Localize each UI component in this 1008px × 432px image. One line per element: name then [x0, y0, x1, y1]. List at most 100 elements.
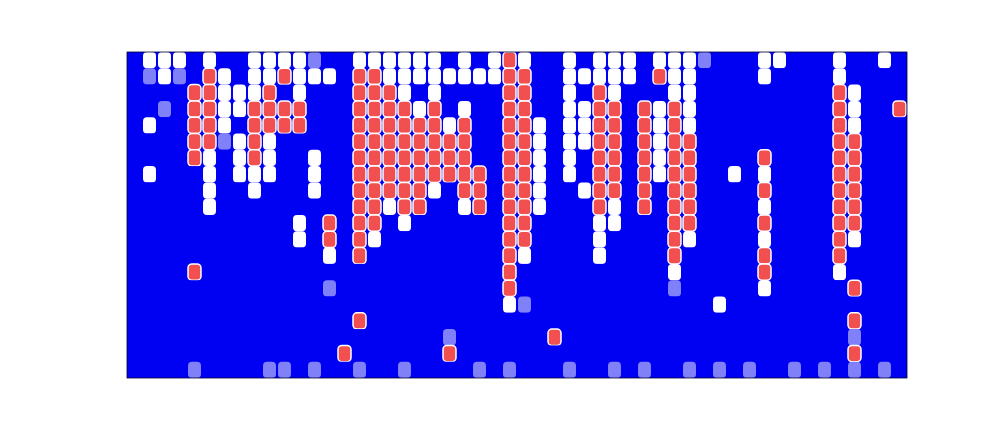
heatmap-cell [683, 199, 696, 215]
heatmap-cell [727, 297, 742, 313]
heatmap-cell [712, 264, 727, 280]
heatmap-cell [247, 313, 262, 329]
heatmap-cell [892, 52, 907, 68]
heatmap-cell [368, 117, 381, 133]
heatmap-cell [368, 166, 381, 182]
heatmap-cell [833, 182, 846, 198]
heatmap-cell [367, 280, 382, 296]
heatmap-cell [487, 345, 502, 361]
heatmap-cell [232, 362, 247, 378]
heatmap-cell [668, 150, 681, 166]
heatmap-cell [367, 362, 382, 378]
heatmap-cell [428, 68, 441, 84]
heatmap-cell [563, 134, 576, 150]
heatmap-cell [562, 199, 577, 215]
heatmap-cell [817, 68, 832, 84]
heatmap-cell [727, 345, 742, 361]
heatmap-cell [262, 297, 277, 313]
heatmap-cell [217, 52, 232, 68]
heatmap-cell [727, 134, 742, 150]
heatmap-cell [278, 68, 291, 84]
heatmap-cell [577, 297, 592, 313]
heatmap-cell [877, 182, 892, 198]
heatmap-cell [397, 264, 412, 280]
heatmap-cell [232, 215, 247, 231]
heatmap-cell [622, 329, 637, 345]
heatmap-cell [158, 101, 171, 117]
heatmap-cell [742, 297, 757, 313]
heatmap-cell [277, 297, 292, 313]
heatmap-cell [473, 362, 486, 378]
heatmap-cell [862, 362, 877, 378]
heatmap-cell [562, 313, 577, 329]
heatmap-cell [697, 280, 712, 296]
heatmap-cell [487, 117, 502, 133]
heatmap-cell [697, 264, 712, 280]
heatmap-cell [427, 345, 442, 361]
heatmap-cell [817, 85, 832, 101]
heatmap-cell [502, 329, 517, 345]
heatmap-cell [337, 248, 352, 264]
heatmap-cell [833, 52, 846, 68]
heatmap-cell [833, 264, 846, 280]
heatmap-cell [217, 345, 232, 361]
heatmap-cell [323, 248, 336, 264]
heatmap-cell [323, 68, 336, 84]
heatmap-cell [758, 199, 771, 215]
heatmap-cell [277, 345, 292, 361]
heatmap-cell [472, 264, 487, 280]
heatmap-cell [833, 85, 846, 101]
heatmap-cell [772, 329, 787, 345]
heatmap-cell [622, 264, 637, 280]
heatmap-cell [637, 68, 652, 84]
heatmap-cell [757, 313, 772, 329]
heatmap-cell [877, 85, 892, 101]
heatmap-cell [292, 134, 307, 150]
heatmap-cell [712, 280, 727, 296]
heatmap-cell [757, 329, 772, 345]
heatmap-cell [697, 182, 712, 198]
heatmap-cell [668, 166, 681, 182]
heatmap-cell [742, 166, 757, 182]
heatmap-cell [562, 345, 577, 361]
heatmap-cell [263, 101, 276, 117]
heatmap-cell [742, 182, 757, 198]
heatmap-cell [157, 313, 172, 329]
heatmap-cell [472, 134, 487, 150]
heatmap-cell [473, 166, 486, 182]
heatmap-cell [742, 68, 757, 84]
heatmap-cell [127, 280, 142, 296]
heatmap-cell [292, 264, 307, 280]
heatmap-cell [187, 248, 202, 264]
heatmap-cell [757, 117, 772, 133]
heatmap-cell [772, 231, 787, 247]
heatmap-cell [877, 248, 892, 264]
heatmap-cell [518, 297, 531, 313]
heatmap-cell [412, 280, 427, 296]
heatmap-cell [892, 345, 907, 361]
heatmap-cell [127, 68, 142, 84]
heatmap-cell [727, 313, 742, 329]
heatmap-cell [548, 329, 561, 345]
heatmap-cell [217, 248, 232, 264]
heatmap-cell [622, 345, 637, 361]
heatmap-cell [487, 231, 502, 247]
heatmap-cell [817, 134, 832, 150]
heatmap-cell [802, 231, 817, 247]
heatmap-cell [247, 231, 262, 247]
heatmap-cell [292, 329, 307, 345]
heatmap-cell [248, 134, 261, 150]
heatmap-cell [592, 362, 607, 378]
heatmap-cell [758, 166, 771, 182]
heatmap-cell [607, 280, 622, 296]
heatmap-cell [742, 231, 757, 247]
heatmap-cell [622, 362, 637, 378]
heatmap-cell [772, 264, 787, 280]
heatmap-cell [518, 68, 531, 84]
heatmap-cell [413, 150, 426, 166]
heatmap-cell [308, 68, 321, 84]
heatmap-cell [232, 313, 247, 329]
heatmap-cell [802, 199, 817, 215]
heatmap-cell [292, 280, 307, 296]
heatmap-cell [503, 166, 516, 182]
